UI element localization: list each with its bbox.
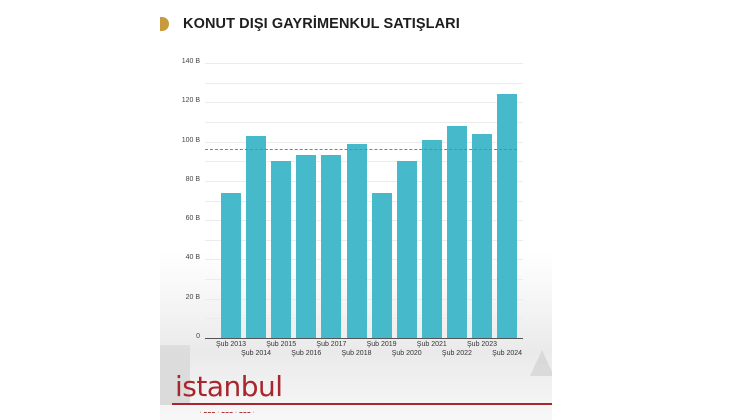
bar-şub-2013 <box>221 192 241 338</box>
x-tick-label: Şub 2024 <box>492 350 523 357</box>
bar-şub-2023 <box>472 133 492 338</box>
average-dashed-line <box>205 149 518 151</box>
bar-şub-2014 <box>246 135 267 338</box>
x-tick-label: Şub 2021 <box>416 341 447 348</box>
bar-şub-2019 <box>371 192 392 338</box>
x-axis-line <box>205 338 523 339</box>
tower-silhouette <box>160 345 190 405</box>
bar-şub-2015 <box>271 161 292 338</box>
bar-şub-2016 <box>296 155 317 338</box>
gridline <box>205 121 523 123</box>
x-tick-label: Şub 2020 <box>391 350 422 357</box>
gridline <box>205 141 523 143</box>
ship-silhouette <box>530 350 552 376</box>
y-tick-label: 20 B <box>185 293 200 301</box>
logo-underline <box>172 403 552 405</box>
y-tick-label: 60 B <box>185 215 200 223</box>
x-tick-label: Şub 2015 <box>266 341 297 348</box>
bar-şub-2021 <box>421 139 442 338</box>
y-tick-label: 80 B <box>185 175 200 183</box>
bar-şub-2022 <box>446 125 467 338</box>
y-tick-label: 100 B <box>181 136 200 144</box>
bar-şub-2017 <box>321 155 342 338</box>
x-tick-label: Şub 2018 <box>341 350 372 357</box>
gridline <box>205 102 523 104</box>
x-tick-label: Şub 2016 <box>291 350 322 357</box>
gridline <box>205 82 523 84</box>
x-tick-label: Şub 2017 <box>316 341 347 348</box>
logo-subtitle-dots: • ▬▬▬ • ▬▬▬ • ▬▬▬ • <box>200 410 256 414</box>
x-tick-label: Şub 2022 <box>441 350 472 357</box>
y-tick-label: 0 <box>196 333 200 340</box>
y-tick-label: 140 B <box>181 58 200 65</box>
title-row: KONUT DIŞI GAYRİMENKUL SATIŞLARI <box>160 13 460 35</box>
infographic-panel: KONUT DIŞI GAYRİMENKUL SATIŞLARI 0 20 B 40… <box>160 0 552 420</box>
x-tick-label: Şub 2019 <box>366 341 397 348</box>
bar-şub-2020 <box>396 161 417 338</box>
x-tick-label: Şub 2014 <box>241 350 272 357</box>
y-tick-label: 40 B <box>185 254 200 262</box>
gridline <box>205 63 523 64</box>
x-tick-label: Şub 2023 <box>467 341 497 348</box>
bar-şub-2024 <box>497 94 518 338</box>
y-tick-label: 120 B <box>181 97 200 105</box>
istanbul-logo: istanbul <box>175 370 283 403</box>
title-marker-icon <box>160 17 169 31</box>
bar-şub-2018 <box>346 143 367 338</box>
x-tick-label: Şub 2013 <box>216 341 246 348</box>
bar-chart: 0 20 B 40 B 60 B 80 B 100 B 120 B 140 B Şub 2013… <box>160 0 552 360</box>
chart-title: KONUT DIŞI GAYRİMENKUL SATIŞLARI <box>183 16 460 32</box>
